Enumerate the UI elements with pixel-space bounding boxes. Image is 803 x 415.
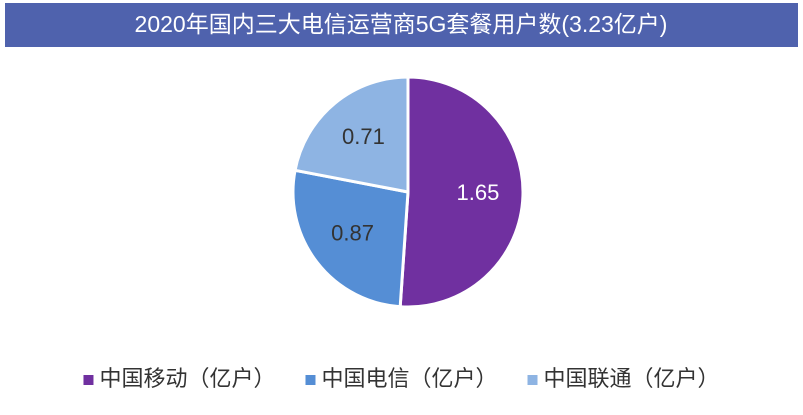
legend-swatch — [83, 375, 94, 385]
title-banner — [5, 3, 798, 47]
pie-slice — [398, 75, 525, 309]
data-label: 1.65 — [457, 180, 500, 205]
legend-label: 中国电信（亿户） — [321, 366, 497, 391]
data-label: 0.87 — [331, 221, 374, 246]
legend-swatch — [305, 375, 316, 385]
legend-swatch — [527, 375, 538, 385]
pie: 1.65 0.87 0.71 — [291, 75, 525, 309]
legend-label: 中国移动（亿户） — [99, 366, 275, 391]
legend: 中国移动（亿户） 中国电信（亿户） 中国联通（亿户） — [83, 366, 720, 391]
pie-slice — [291, 168, 410, 309]
chart-title: 2020年国内三大电信运营商5G套餐用户数(3.23亿户) — [135, 11, 668, 37]
data-label: 0.71 — [342, 124, 385, 149]
pie-slice — [293, 75, 410, 194]
legend-label: 中国联通（亿户） — [544, 366, 720, 391]
